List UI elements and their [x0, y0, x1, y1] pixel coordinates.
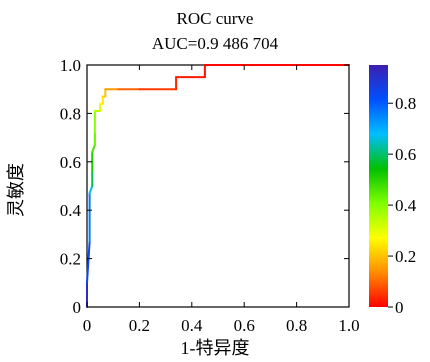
- colorbar-tick-label: 0.8: [395, 94, 416, 113]
- colorbar-tick-label: 0.6: [395, 145, 416, 164]
- x-tick-label: 0.2: [129, 316, 150, 335]
- colorbar-tick-label: 0: [395, 298, 404, 317]
- x-tick-label: 1.0: [338, 316, 359, 335]
- y-tick-label: 0.6: [60, 153, 81, 172]
- y-tick-label: 0.4: [60, 201, 82, 220]
- chart-subtitle: AUC=0.9 486 704: [152, 34, 279, 53]
- y-tick-label: 0.2: [60, 250, 81, 269]
- plot-area: [86, 64, 350, 308]
- colorbar-tick-label: 0.4: [395, 196, 417, 215]
- colorbar: [369, 65, 388, 307]
- y-tick-label: 0: [73, 298, 82, 317]
- colorbar-tick-label: 0.2: [395, 247, 416, 266]
- plot-frame: [86, 64, 350, 308]
- x-tick-label: 0.8: [286, 316, 307, 335]
- roc-segment: [88, 185, 94, 195]
- roc-segment: [91, 143, 96, 154]
- colorbar-gradient: [369, 65, 388, 307]
- x-tick-label: 0.4: [181, 316, 203, 335]
- y-tick-label: 0.8: [60, 104, 81, 123]
- x-axis-ticks: 0 0.2 0.4 0.6 0.8 1.0: [83, 65, 360, 335]
- roc-segment: [86, 240, 91, 284]
- y-tick-label: 1.0: [60, 56, 81, 75]
- roc-curve: [86, 64, 350, 308]
- x-axis-label: 1-特异度: [181, 338, 250, 358]
- colorbar-ticks: 0 0.2 0.4 0.6 0.8: [388, 94, 417, 317]
- chart-title: ROC curve: [177, 9, 254, 28]
- x-tick-label: 0.6: [234, 316, 255, 335]
- y-axis-ticks: 0 0.2 0.4 0.6 0.8 1.0: [60, 56, 349, 317]
- x-tick-label: 0: [83, 316, 92, 335]
- y-axis-label: 灵敏度: [6, 163, 26, 217]
